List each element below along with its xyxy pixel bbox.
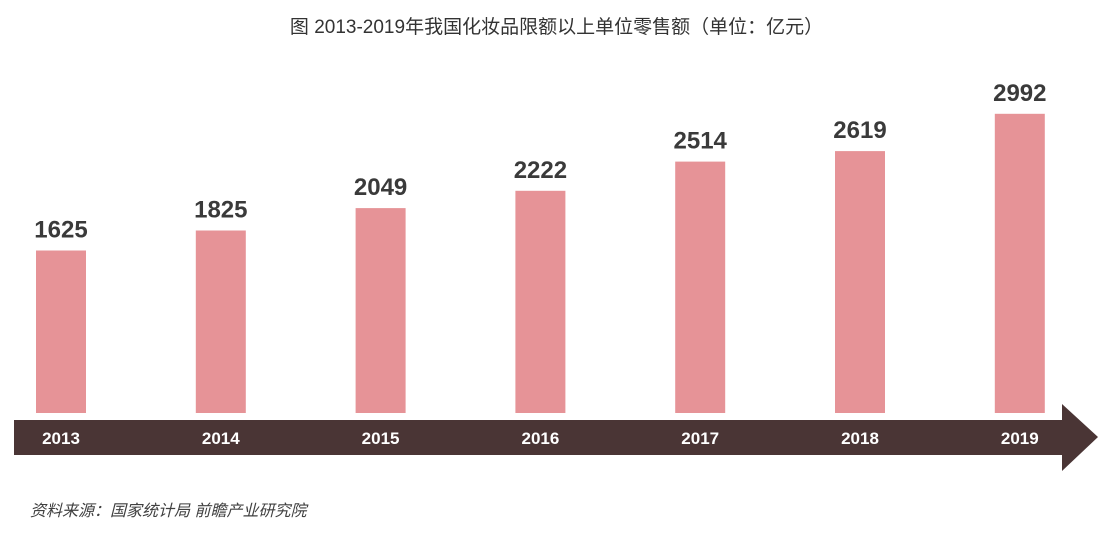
bar-2018	[835, 151, 885, 413]
bar-2015	[355, 208, 406, 413]
category-label-2016: 2016	[521, 429, 559, 448]
bar-2019	[994, 113, 1045, 414]
bars-layer	[36, 113, 1045, 414]
value-label-2016: 2222	[514, 157, 567, 184]
value-label-2013: 1625	[34, 217, 87, 244]
category-label-2014: 2014	[202, 429, 240, 448]
category-labels-layer: 2013 2014 2015 2016 2017 2018 2019	[42, 429, 1039, 448]
value-label-2018: 2619	[833, 117, 886, 144]
value-label-2017: 2514	[674, 128, 728, 155]
category-label-2019: 2019	[1001, 429, 1039, 448]
timeline-arrow-axis	[14, 404, 1098, 471]
value-label-2014: 1825	[194, 197, 247, 224]
bar-2013	[36, 250, 86, 413]
bar-2014	[195, 230, 246, 413]
value-labels-layer: 1625 1825 2049 2222 2514 2619 2992	[34, 80, 1046, 244]
chart-title: 图 2013-2019年我国化妆品限额以上单位零售额（单位：亿元）	[289, 17, 824, 38]
bar-2017	[675, 161, 726, 413]
value-label-2019: 2992	[993, 80, 1046, 107]
bar-2016	[515, 190, 566, 413]
category-label-2018: 2018	[841, 429, 879, 448]
category-label-2013: 2013	[42, 429, 80, 448]
value-label-2015: 2049	[354, 174, 407, 201]
source-note: 资料来源：国家统计局 前瞻产业研究院	[30, 503, 307, 520]
category-label-2015: 2015	[362, 429, 400, 448]
category-label-2017: 2017	[681, 429, 719, 448]
